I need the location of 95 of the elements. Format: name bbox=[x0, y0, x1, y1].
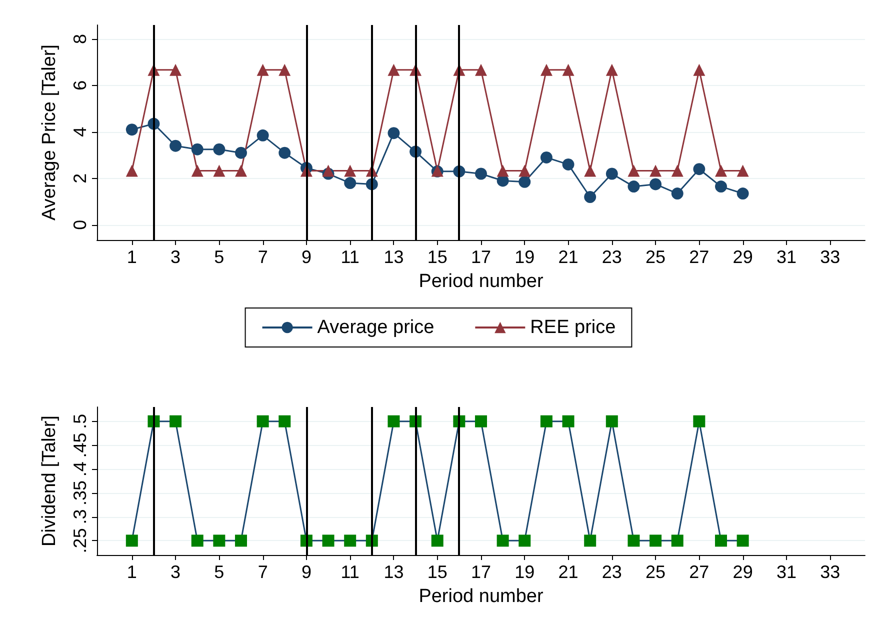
x-tick-label: 31 bbox=[776, 247, 796, 267]
point bbox=[540, 64, 552, 76]
x-axis-title: Period number bbox=[418, 586, 544, 607]
point bbox=[518, 176, 531, 188]
point bbox=[736, 164, 749, 177]
y-tick-label: .25 bbox=[70, 528, 90, 554]
x-tick-label: 9 bbox=[301, 562, 312, 582]
x-axis-title: Period number bbox=[418, 271, 544, 292]
x-tick-label: 5 bbox=[214, 247, 224, 267]
point bbox=[388, 127, 400, 140]
y-tick-label: .4 bbox=[70, 462, 90, 477]
x-tick-label: 33 bbox=[820, 247, 840, 267]
x-tick-label: 25 bbox=[646, 562, 666, 582]
y-tick-label: .35 bbox=[70, 480, 90, 506]
y-tick-label: 4 bbox=[70, 126, 90, 137]
point bbox=[235, 146, 247, 159]
point bbox=[388, 64, 400, 76]
x-tick-label: 13 bbox=[384, 562, 404, 582]
y-tick-label: .5 bbox=[70, 414, 90, 429]
x-tick-label: 11 bbox=[340, 247, 360, 267]
point bbox=[693, 163, 706, 176]
point bbox=[475, 168, 487, 180]
x-tick-label: 27 bbox=[689, 562, 710, 582]
point bbox=[562, 158, 574, 170]
point bbox=[256, 129, 269, 142]
point bbox=[584, 191, 596, 203]
x-tick-label: 9 bbox=[301, 247, 312, 267]
point bbox=[191, 164, 204, 177]
point bbox=[736, 188, 749, 200]
x-tick-label: 19 bbox=[514, 247, 535, 267]
point bbox=[344, 177, 356, 190]
x-tick-label: 5 bbox=[214, 562, 224, 582]
x-tick-label: 1 bbox=[126, 562, 137, 582]
y-tick-label: .45 bbox=[70, 432, 90, 458]
y-tick-label: .3 bbox=[70, 509, 90, 524]
point bbox=[126, 164, 138, 177]
x-tick-label: 15 bbox=[427, 247, 448, 267]
point bbox=[213, 143, 226, 156]
x-tick-label: 31 bbox=[776, 562, 796, 582]
x-tick-label: 7 bbox=[258, 247, 268, 267]
point bbox=[191, 143, 204, 156]
x-tick-label: 19 bbox=[514, 562, 535, 582]
x-tick-label: 15 bbox=[427, 562, 448, 582]
x-tick-label: 29 bbox=[732, 247, 753, 267]
point bbox=[628, 180, 640, 193]
x-tick-label: 17 bbox=[470, 247, 492, 267]
point bbox=[170, 140, 182, 152]
point bbox=[562, 64, 574, 76]
y-tick-label: 8 bbox=[70, 34, 90, 44]
point bbox=[628, 164, 640, 177]
x-tick-label: 25 bbox=[646, 247, 666, 267]
point bbox=[322, 164, 334, 177]
legend-label: Average price bbox=[317, 317, 434, 338]
x-tick-label: 11 bbox=[340, 562, 360, 582]
point bbox=[650, 178, 662, 190]
point bbox=[496, 164, 509, 177]
y-tick-label: 0 bbox=[70, 220, 90, 230]
x-tick-label: 21 bbox=[558, 247, 578, 267]
point bbox=[518, 164, 531, 177]
x-tick-label: 1 bbox=[126, 247, 137, 267]
point bbox=[650, 164, 662, 177]
x-tick-label: 33 bbox=[820, 562, 840, 582]
x-tick-label: 3 bbox=[170, 562, 181, 582]
point bbox=[256, 64, 269, 76]
x-tick-label: 13 bbox=[384, 247, 404, 267]
x-tick-label: 27 bbox=[689, 247, 710, 267]
y-tick-label: 2 bbox=[70, 173, 90, 184]
point bbox=[715, 164, 727, 177]
x-tick-label: 23 bbox=[602, 247, 622, 267]
point bbox=[344, 164, 356, 177]
y-axis-title: Average Price [Taler] bbox=[39, 44, 60, 221]
y-tick-label: 6 bbox=[70, 80, 90, 90]
point bbox=[235, 164, 247, 177]
point bbox=[540, 151, 552, 164]
x-tick-label: 3 bbox=[170, 247, 181, 267]
x-tick-label: 17 bbox=[470, 562, 492, 582]
x-tick-label: 7 bbox=[258, 562, 268, 582]
legend-label: REE price bbox=[530, 317, 616, 338]
point bbox=[606, 168, 618, 180]
x-tick-label: 23 bbox=[602, 562, 622, 582]
point bbox=[584, 164, 596, 177]
point bbox=[671, 164, 684, 177]
point bbox=[475, 64, 487, 76]
point bbox=[170, 64, 182, 76]
point bbox=[126, 124, 138, 136]
y-axis-title: Dividend [Taler] bbox=[39, 416, 60, 546]
point bbox=[671, 188, 684, 200]
x-tick-label: 21 bbox=[558, 562, 578, 582]
x-tick-label: 29 bbox=[732, 562, 753, 582]
point bbox=[278, 146, 291, 159]
point bbox=[213, 164, 226, 177]
point bbox=[278, 64, 291, 76]
point bbox=[693, 64, 706, 76]
point bbox=[606, 64, 618, 76]
point bbox=[715, 180, 727, 193]
